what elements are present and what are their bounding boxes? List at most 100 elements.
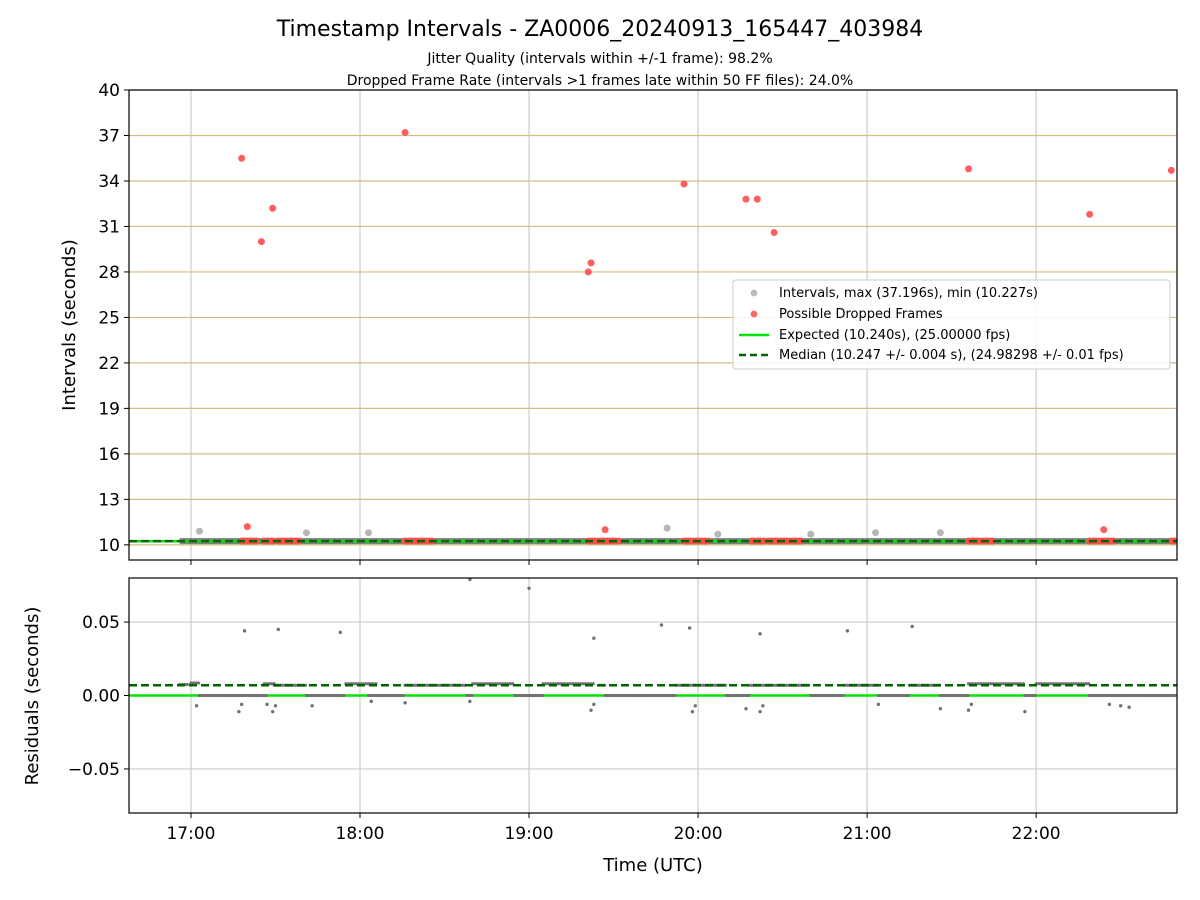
- dropped-frame-point: [1100, 526, 1108, 534]
- residual-point: [309, 693, 314, 698]
- residual-point: [212, 693, 217, 698]
- interval-point: [872, 529, 880, 537]
- residual-outlier-point: [690, 709, 695, 714]
- residual-outlier-point: [761, 704, 765, 708]
- residual-point: [1140, 693, 1144, 698]
- residual-point: [254, 693, 258, 698]
- residual-point: [1113, 693, 1117, 698]
- residual-point: [891, 693, 895, 698]
- residual-point: [819, 693, 823, 698]
- residual-point: [737, 693, 741, 698]
- residual-outlier-point: [276, 627, 281, 632]
- intervals-axes-frame: [128, 89, 1178, 561]
- residual-point: [205, 693, 209, 698]
- residual-outlier-point: [468, 699, 472, 704]
- residual-point: [1135, 693, 1139, 698]
- residuals-y-tick-label: 0.00: [82, 687, 120, 707]
- residual-point: [1001, 682, 1006, 686]
- residual-point: [312, 693, 316, 698]
- residual-outlier-point: [1127, 705, 1131, 709]
- residual-outlier-point: [242, 629, 247, 633]
- residual-point: [643, 693, 647, 698]
- residual-point: [638, 693, 642, 698]
- residual-point: [1088, 693, 1092, 698]
- residual-point: [244, 693, 248, 698]
- residual-point: [836, 693, 840, 698]
- residual-point: [1033, 693, 1037, 698]
- intervals-y-tick-label: 28: [98, 263, 120, 283]
- residual-point: [369, 693, 373, 698]
- residual-point: [1170, 693, 1174, 698]
- residual-point: [688, 683, 693, 687]
- residual-outlier-point: [687, 626, 692, 630]
- residual-point: [470, 693, 474, 698]
- residual-point: [220, 693, 224, 698]
- residual-outlier-point: [693, 704, 697, 708]
- residual-point: [389, 693, 393, 698]
- residual-point: [324, 693, 329, 698]
- residual-point: [1049, 682, 1053, 686]
- residual-point: [821, 693, 825, 698]
- residual-point: [448, 683, 452, 687]
- residual-point: [366, 693, 371, 698]
- residual-point: [1143, 693, 1147, 698]
- dropped-frame-point: [584, 268, 592, 276]
- residual-point: [194, 681, 198, 685]
- dropped-frame-point: [760, 537, 768, 545]
- interval-point: [936, 529, 944, 537]
- residual-point: [460, 683, 465, 687]
- residual-point: [713, 683, 718, 687]
- residual-outlier-point: [659, 623, 664, 627]
- residual-point: [438, 683, 442, 687]
- residual-point: [938, 693, 942, 698]
- residual-point: [191, 681, 196, 685]
- residual-outlier-point: [270, 709, 275, 714]
- residual-point: [894, 693, 898, 698]
- residual-point: [379, 693, 383, 698]
- residual-outlier-point: [966, 708, 971, 712]
- x-tick-label: 22:00: [1012, 824, 1061, 844]
- interval-point: [302, 529, 310, 537]
- residual-outlier-point: [468, 577, 472, 582]
- x-axis-label: Time (UTC): [602, 855, 703, 876]
- residual-point: [626, 693, 630, 698]
- dropped-frame-point: [742, 195, 750, 203]
- residual-outlier-point: [910, 624, 914, 629]
- residual-outlier-point: [273, 704, 278, 708]
- residual-outlier-point: [1107, 702, 1112, 707]
- residual-point: [618, 693, 622, 698]
- residual-point: [249, 693, 253, 698]
- residual-point: [946, 693, 950, 698]
- residual-point: [961, 693, 965, 698]
- residual-point: [1118, 693, 1122, 698]
- interval-point: [807, 530, 815, 538]
- residual-point: [304, 693, 309, 698]
- dropped-frame-point: [401, 128, 409, 136]
- residual-point: [1025, 693, 1029, 698]
- residual-point: [401, 693, 406, 698]
- residual-outlier-point: [589, 708, 593, 712]
- residual-point: [671, 693, 675, 698]
- residual-point: [322, 693, 326, 698]
- x-tick-label: 19:00: [505, 824, 554, 844]
- residual-point: [473, 682, 477, 686]
- residual-point: [826, 693, 830, 698]
- residual-point: [841, 693, 845, 698]
- residuals-y-axis-label: Residuals (seconds): [22, 607, 43, 786]
- residual-point: [623, 693, 627, 698]
- residual-point: [1090, 693, 1094, 698]
- dropped-frame-point: [770, 229, 778, 237]
- residual-point: [653, 693, 657, 698]
- residual-point: [966, 693, 970, 698]
- intervals-y-tick-label: 13: [98, 490, 120, 510]
- residual-point: [611, 693, 615, 698]
- residual-point: [251, 693, 256, 698]
- residual-point: [930, 683, 934, 687]
- residual-point: [845, 683, 849, 687]
- x-tick-label: 20:00: [674, 824, 723, 844]
- residual-point: [797, 683, 801, 687]
- residual-outlier-point: [969, 702, 974, 707]
- residual-point: [1098, 693, 1102, 698]
- residual-point: [230, 693, 234, 698]
- residual-point: [811, 693, 815, 698]
